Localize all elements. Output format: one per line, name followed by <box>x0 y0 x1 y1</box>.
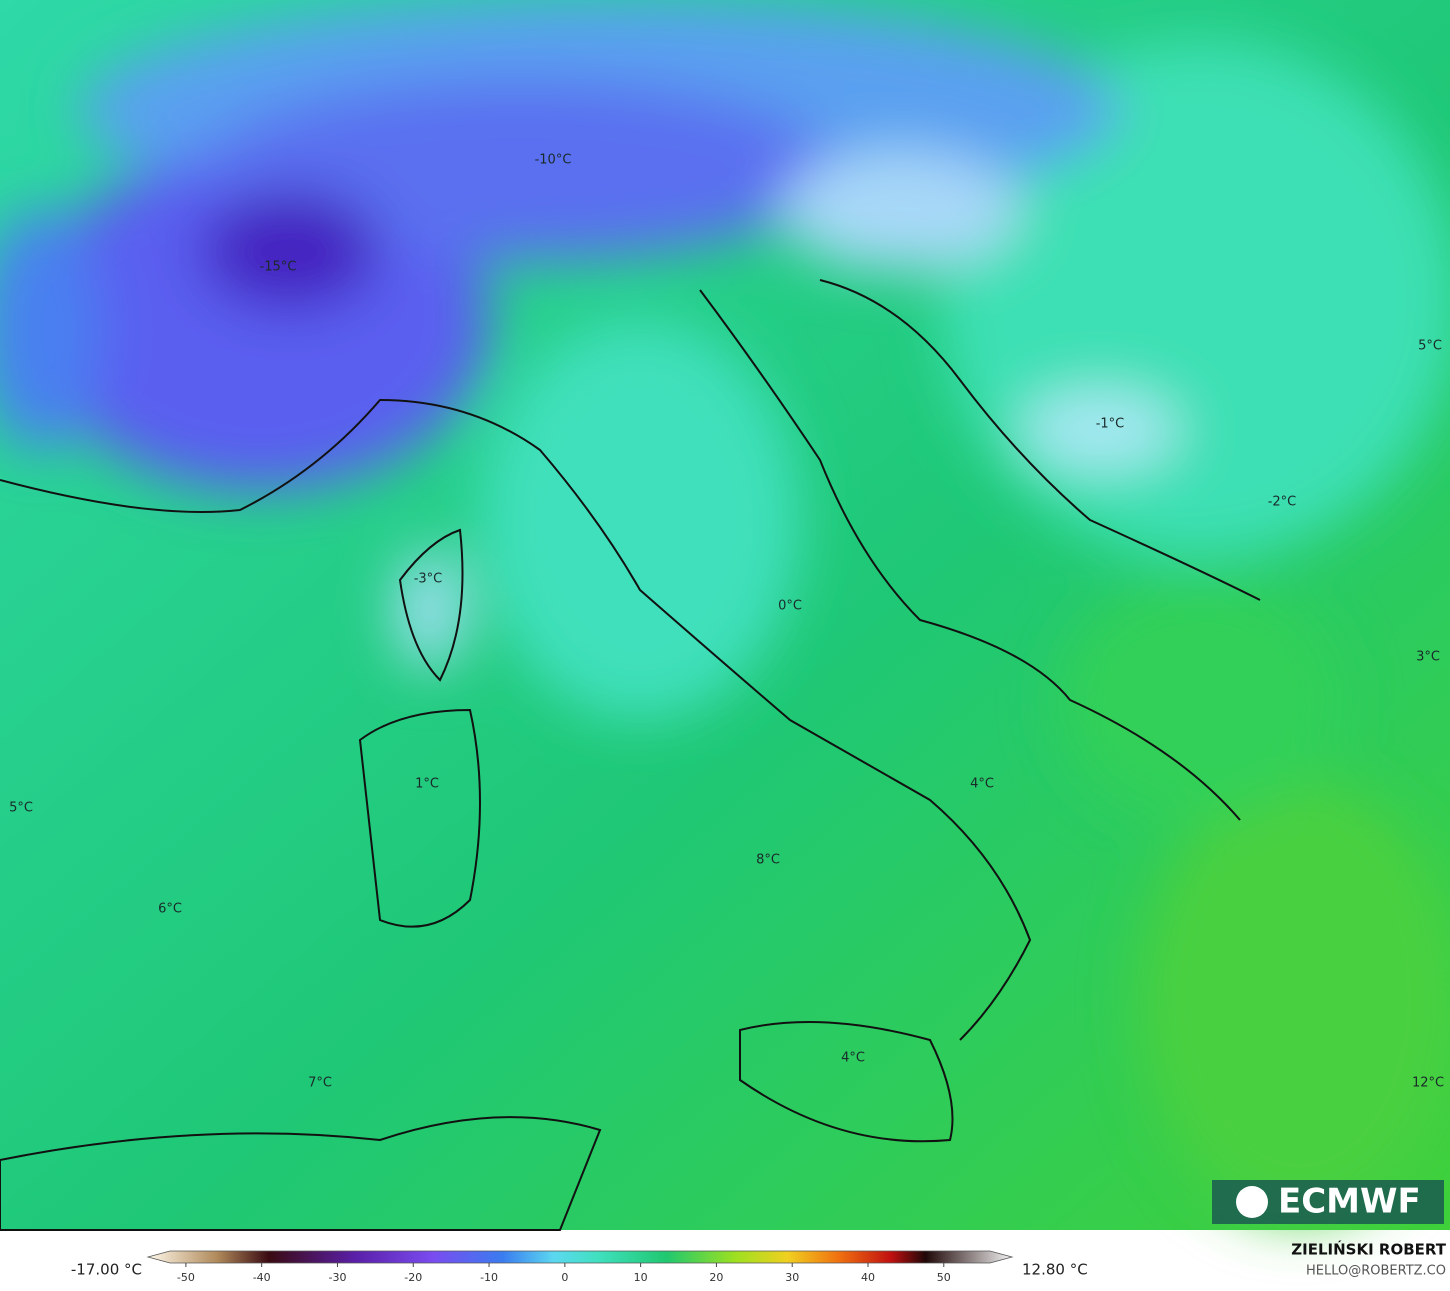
temperature-label: -1°C <box>1096 417 1125 432</box>
temperature-label: 1°C <box>415 777 439 792</box>
colorbar-tick-label: 20 <box>709 1271 723 1284</box>
colorbar-tick-label: -40 <box>253 1271 271 1284</box>
colorbar-tick-label: 0 <box>561 1271 568 1284</box>
temperature-label: 12°C <box>1412 1076 1444 1091</box>
colorbar: -17.00 °C 12.80 °C ZIELIŃSKI ROBERT HELL… <box>71 1240 1447 1285</box>
coastline <box>0 279 1261 1231</box>
max-label: 12.80 °C <box>1022 1261 1088 1279</box>
temperature-label: -15°C <box>260 260 297 275</box>
temperature-label: -3°C <box>414 572 443 587</box>
colorbar-scale <box>146 1250 1014 1264</box>
colorbar-tick-label: 10 <box>634 1271 648 1284</box>
temperature-label: 5°C <box>1418 339 1442 354</box>
temperature-label: 6°C <box>158 902 182 917</box>
logo: ECMWF <box>1278 1182 1421 1222</box>
temperature-label: 8°C <box>756 853 780 868</box>
colorbar-tick-label: 50 <box>937 1271 951 1284</box>
temperature-label: 5°C <box>9 801 33 816</box>
logo-icon <box>1236 1186 1268 1218</box>
temperature-label: -10°C <box>535 153 572 168</box>
colorbar-tick-label: -30 <box>328 1271 346 1284</box>
colorbar-tick-label: -20 <box>404 1271 422 1284</box>
temperature-label: -2°C <box>1268 495 1297 510</box>
temperature-label: 0°C <box>778 599 802 614</box>
colorbar-tick-label: -10 <box>480 1271 498 1284</box>
colorbar-tick-label: -50 <box>177 1271 195 1284</box>
colorbar-tick-label: 40 <box>861 1271 875 1284</box>
min-label: -17.00 °C <box>71 1261 142 1279</box>
temperature-label: 4°C <box>970 777 994 792</box>
colorbar-tick-label: 30 <box>785 1271 799 1284</box>
temperature-label: 3°C <box>1416 650 1440 665</box>
temperature-label: 7°C <box>308 1076 332 1091</box>
temperature-labels: -10°C -15°C -3°C -1°C -2°C 5°C 0°C 3°C 1… <box>9 153 1444 1091</box>
temperature-label: 4°C <box>841 1051 865 1066</box>
email: HELLO@ROBERTZ.CO <box>1306 1264 1446 1279</box>
map: -10°C -15°C -3°C -1°C -2°C 5°C 0°C 3°C 1… <box>0 0 1450 1231</box>
author: ZIELIŃSKI ROBERT <box>1291 1240 1446 1259</box>
